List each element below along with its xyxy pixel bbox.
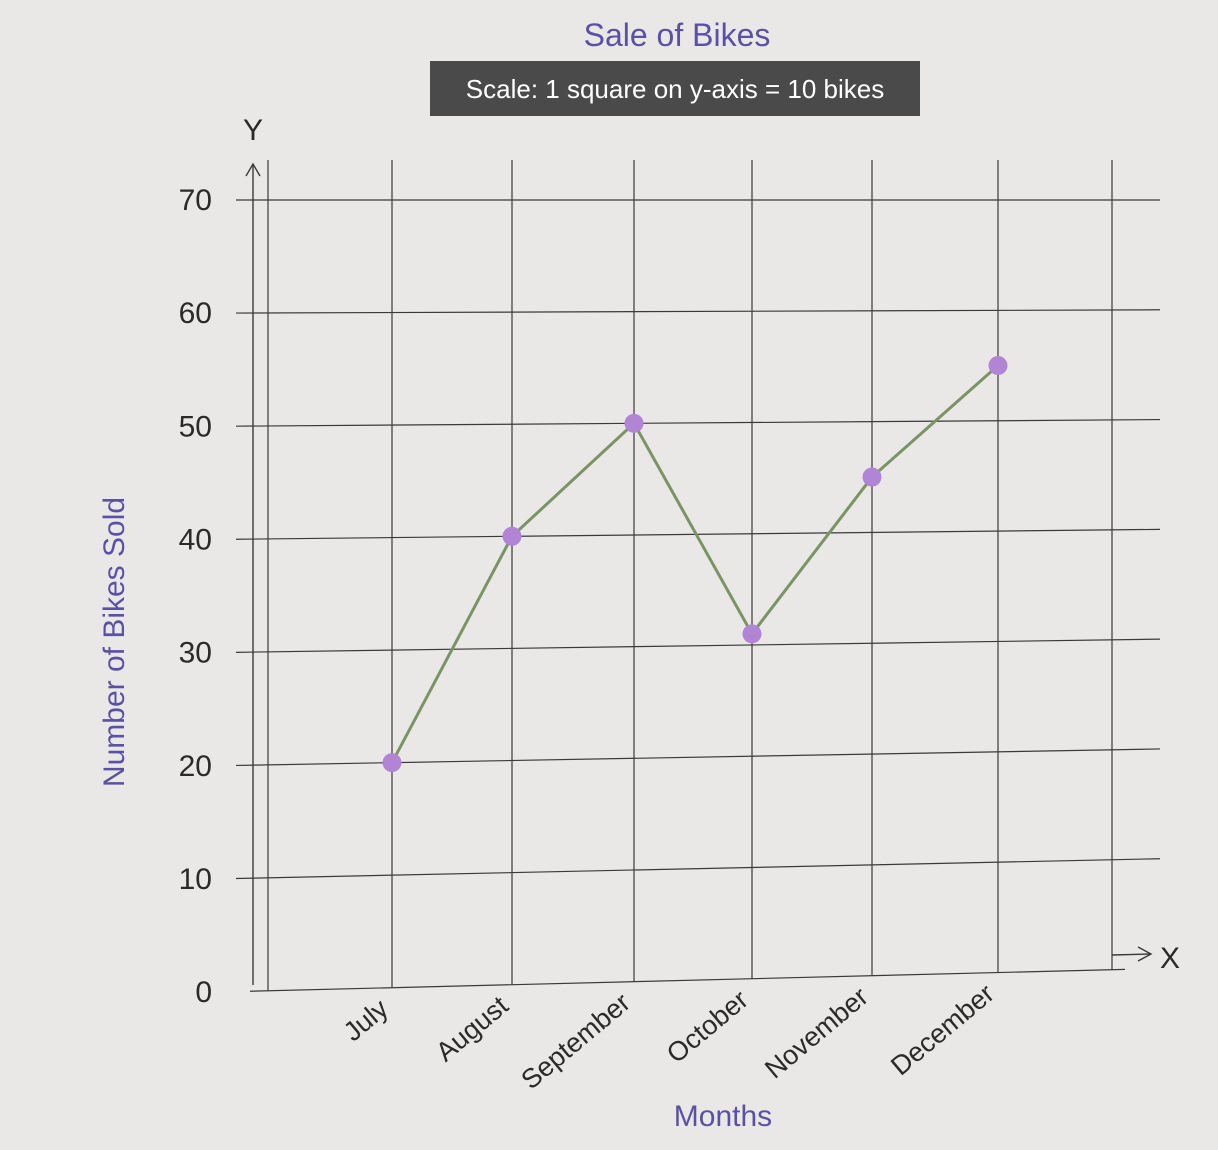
grid-line-h	[235, 748, 1161, 767]
y-axis-label: Number of Bikes Sold	[98, 497, 131, 787]
x-tick-label: December	[885, 978, 1000, 1081]
data-point	[862, 467, 882, 487]
axes	[245, 162, 1153, 985]
y-tick-label: 20	[179, 750, 212, 783]
grid	[235, 160, 1161, 992]
x-tick-label: August	[430, 990, 514, 1067]
y-tick-label: 70	[179, 184, 212, 217]
y-tick-labels: 0 10 20 30 40 50 60 70	[179, 184, 212, 1009]
series-line	[390, 364, 999, 764]
data-point	[742, 624, 762, 644]
x-tick-label: November	[759, 981, 874, 1084]
x-tick-label: July	[338, 993, 394, 1047]
grid-line-h	[235, 418, 1161, 427]
data-point	[624, 413, 644, 433]
y-axis-letter: Y	[243, 114, 263, 147]
data-point	[502, 526, 522, 546]
x-axis-arrow	[1137, 946, 1153, 962]
y-axis-arrow	[245, 162, 261, 177]
x-axis-letter: X	[1160, 942, 1180, 975]
y-tick-label: 0	[195, 976, 212, 1009]
y-tick-label: 30	[179, 637, 212, 670]
y-tick-label: 10	[179, 863, 212, 896]
grid-line-h	[235, 858, 1161, 880]
y-tick-label: 40	[179, 524, 212, 557]
y-tick-label: 60	[179, 297, 212, 330]
chart-subtitle: Scale: 1 square on y-axis = 10 bikes	[466, 74, 884, 104]
x-tick-labels: July August September October November Decemb…	[338, 978, 1000, 1095]
series-bikes-sold	[382, 356, 1008, 773]
subtitle-box	[430, 61, 920, 116]
grid-line-h	[235, 638, 1161, 653]
x-tick-label: September	[515, 987, 635, 1095]
grid-line-h	[235, 309, 1161, 314]
x-axis-line	[1111, 953, 1151, 956]
chart-title: Sale of Bikes	[584, 17, 771, 53]
grid-line-h	[249, 968, 1126, 992]
data-point	[988, 356, 1008, 376]
y-tick-label: 50	[179, 410, 212, 443]
data-point	[382, 753, 402, 773]
grid-line-h	[235, 528, 1161, 540]
x-tick-label: October	[661, 984, 754, 1069]
x-axis-label: Months	[674, 1100, 772, 1133]
